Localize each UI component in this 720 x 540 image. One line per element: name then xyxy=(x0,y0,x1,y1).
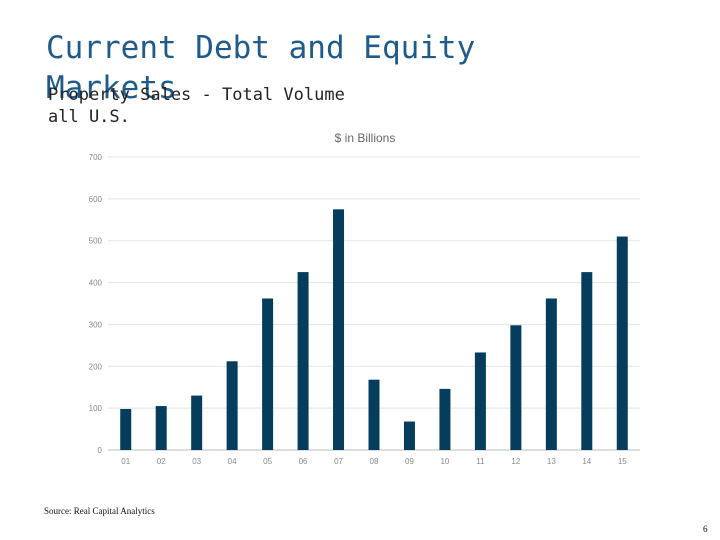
bar-09 xyxy=(403,421,415,450)
bar-02 xyxy=(155,406,167,450)
x-tick-label: 07 xyxy=(334,457,343,466)
x-tick-label: 11 xyxy=(476,457,485,466)
bar-11 xyxy=(474,352,486,450)
x-tick-label: 01 xyxy=(121,457,130,466)
bar-03 xyxy=(191,395,203,450)
x-tick-label: 14 xyxy=(582,457,591,466)
y-tick-label: 400 xyxy=(89,279,103,288)
bar-05 xyxy=(262,298,274,450)
x-tick-label: 13 xyxy=(547,457,556,466)
y-tick-label: 100 xyxy=(89,404,103,413)
x-axis-ticks: 01 02 03 04 05 06 07 08 09 10 11 12 13 14 15 xyxy=(121,457,627,466)
slide-subtitle: Property Sales - Total Volume xyxy=(48,85,345,105)
x-tick-label: 12 xyxy=(511,457,520,466)
bar-04 xyxy=(226,361,238,450)
x-tick-label: 10 xyxy=(440,457,449,466)
source-note: Source: Real Capital Analytics xyxy=(44,506,155,516)
y-axis-ticks: 0 100 200 300 400 500 600 700 xyxy=(89,153,103,455)
slide-title-continued: Markets xyxy=(46,68,177,108)
slide-title-line2: Markets xyxy=(46,70,177,106)
x-tick-label: 15 xyxy=(618,457,627,466)
bar-15 xyxy=(616,236,628,450)
x-tick-label: 03 xyxy=(192,457,201,466)
bar-06 xyxy=(297,272,309,450)
bar-12 xyxy=(510,325,522,450)
y-tick-label: 700 xyxy=(89,153,103,162)
bar-13 xyxy=(545,298,557,450)
bar-10 xyxy=(439,388,451,450)
x-tick-label: 06 xyxy=(299,457,308,466)
x-tick-label: 02 xyxy=(157,457,166,466)
bar-07 xyxy=(333,209,345,450)
slide-title-line1: Current Debt and Equity xyxy=(46,30,476,66)
x-tick-label: 05 xyxy=(263,457,272,466)
y-tick-label: 300 xyxy=(89,320,103,329)
y-tick-label: 600 xyxy=(89,195,103,204)
y-tick-label: 0 xyxy=(98,446,103,455)
y-tick-label: 500 xyxy=(89,237,103,246)
chart-bars xyxy=(120,209,628,450)
bar-08 xyxy=(368,379,380,450)
x-tick-label: 08 xyxy=(370,457,379,466)
slide-title: Current Debt and Equity xyxy=(46,28,475,68)
x-tick-label: 04 xyxy=(228,457,237,466)
x-tick-label: 09 xyxy=(405,457,414,466)
slide-subtitle-scope: all U.S. xyxy=(48,107,130,127)
bar-14 xyxy=(581,272,593,450)
chart-title: $ in Billions xyxy=(335,131,396,145)
page-number: 6 xyxy=(703,524,708,534)
bar-01 xyxy=(120,408,132,450)
y-tick-label: 200 xyxy=(89,362,103,371)
